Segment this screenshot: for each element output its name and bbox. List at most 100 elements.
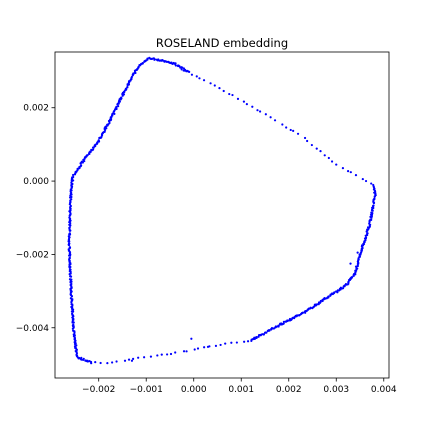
data-point <box>371 206 374 209</box>
data-point <box>71 312 74 315</box>
data-point <box>273 119 277 122</box>
data-point <box>190 73 194 76</box>
data-point <box>97 139 100 142</box>
data-point <box>330 160 334 163</box>
data-point <box>68 216 71 219</box>
data-point <box>72 333 75 336</box>
data-point <box>68 226 71 229</box>
data-point <box>72 329 75 332</box>
data-point <box>341 167 345 170</box>
data-point <box>327 156 330 160</box>
data-point <box>354 174 358 177</box>
data-point <box>80 164 83 167</box>
data-point <box>190 337 193 340</box>
data-point <box>329 294 332 297</box>
data-point <box>222 89 225 93</box>
data-point <box>132 72 135 75</box>
data-point <box>91 148 95 151</box>
data-point <box>236 97 240 100</box>
data-point <box>371 209 374 212</box>
data-point <box>292 129 295 132</box>
data-point <box>285 126 288 129</box>
data-point <box>370 216 373 219</box>
data-point <box>68 203 72 206</box>
data-point <box>195 75 198 78</box>
data-point <box>68 223 71 226</box>
data-point <box>156 354 159 357</box>
data-point <box>346 170 350 173</box>
data-point <box>113 112 116 116</box>
data-point <box>68 232 71 235</box>
data-point <box>363 241 366 244</box>
data-point <box>296 132 300 135</box>
data-point <box>69 204 72 208</box>
data-point <box>340 287 344 290</box>
data-point <box>354 271 357 274</box>
data-point <box>123 359 127 362</box>
data-point <box>311 307 314 310</box>
data-point <box>284 320 287 323</box>
data-point <box>70 282 73 286</box>
data-point <box>321 299 324 303</box>
data-point <box>361 177 364 181</box>
data-point <box>347 278 351 282</box>
data-point <box>106 362 109 365</box>
x-tick-label: 0.003 <box>323 385 349 395</box>
data-point <box>68 246 72 249</box>
data-point <box>373 195 376 198</box>
data-point <box>70 198 73 201</box>
data-point <box>347 281 350 284</box>
data-point <box>363 237 367 240</box>
data-point <box>166 353 169 356</box>
data-point <box>188 70 191 73</box>
data-point <box>169 352 173 356</box>
y-tick-label: −0.002 <box>16 250 49 260</box>
data-point <box>69 268 72 271</box>
x-tick-label: 0.001 <box>228 385 254 395</box>
data-point <box>68 278 72 281</box>
data-point <box>266 329 269 333</box>
data-point <box>356 262 359 266</box>
data-point <box>68 256 71 260</box>
data-point <box>120 96 123 99</box>
data-point <box>127 358 131 361</box>
data-point <box>94 361 97 364</box>
data-point <box>130 75 133 79</box>
data-point <box>75 344 78 347</box>
data-point <box>319 150 322 153</box>
data-point <box>153 58 156 61</box>
data-point <box>86 154 89 157</box>
data-point <box>372 188 376 191</box>
data-point <box>82 357 85 360</box>
data-point <box>103 130 106 133</box>
data-point <box>219 343 222 347</box>
data-point <box>89 150 92 153</box>
data-point <box>310 143 313 147</box>
data-point <box>71 182 74 186</box>
data-point <box>117 102 120 105</box>
data-point <box>134 71 137 75</box>
data-point <box>323 154 326 157</box>
data-point <box>143 356 146 359</box>
data-point <box>263 331 267 334</box>
data-point <box>146 57 149 60</box>
data-point <box>73 336 77 340</box>
data-point <box>160 353 163 356</box>
data-point <box>258 110 262 113</box>
data-point <box>126 86 129 89</box>
data-point <box>69 289 72 292</box>
data-point <box>356 251 359 254</box>
data-point <box>352 274 355 277</box>
data-point <box>70 280 73 283</box>
data-point <box>81 161 84 164</box>
data-point <box>354 265 358 268</box>
data-point <box>124 87 128 90</box>
data-point <box>69 297 72 300</box>
data-point <box>218 86 221 90</box>
data-point <box>370 182 373 185</box>
data-point <box>67 242 71 245</box>
scatter-points <box>67 56 377 365</box>
data-point <box>70 310 73 313</box>
data-point <box>334 290 338 293</box>
